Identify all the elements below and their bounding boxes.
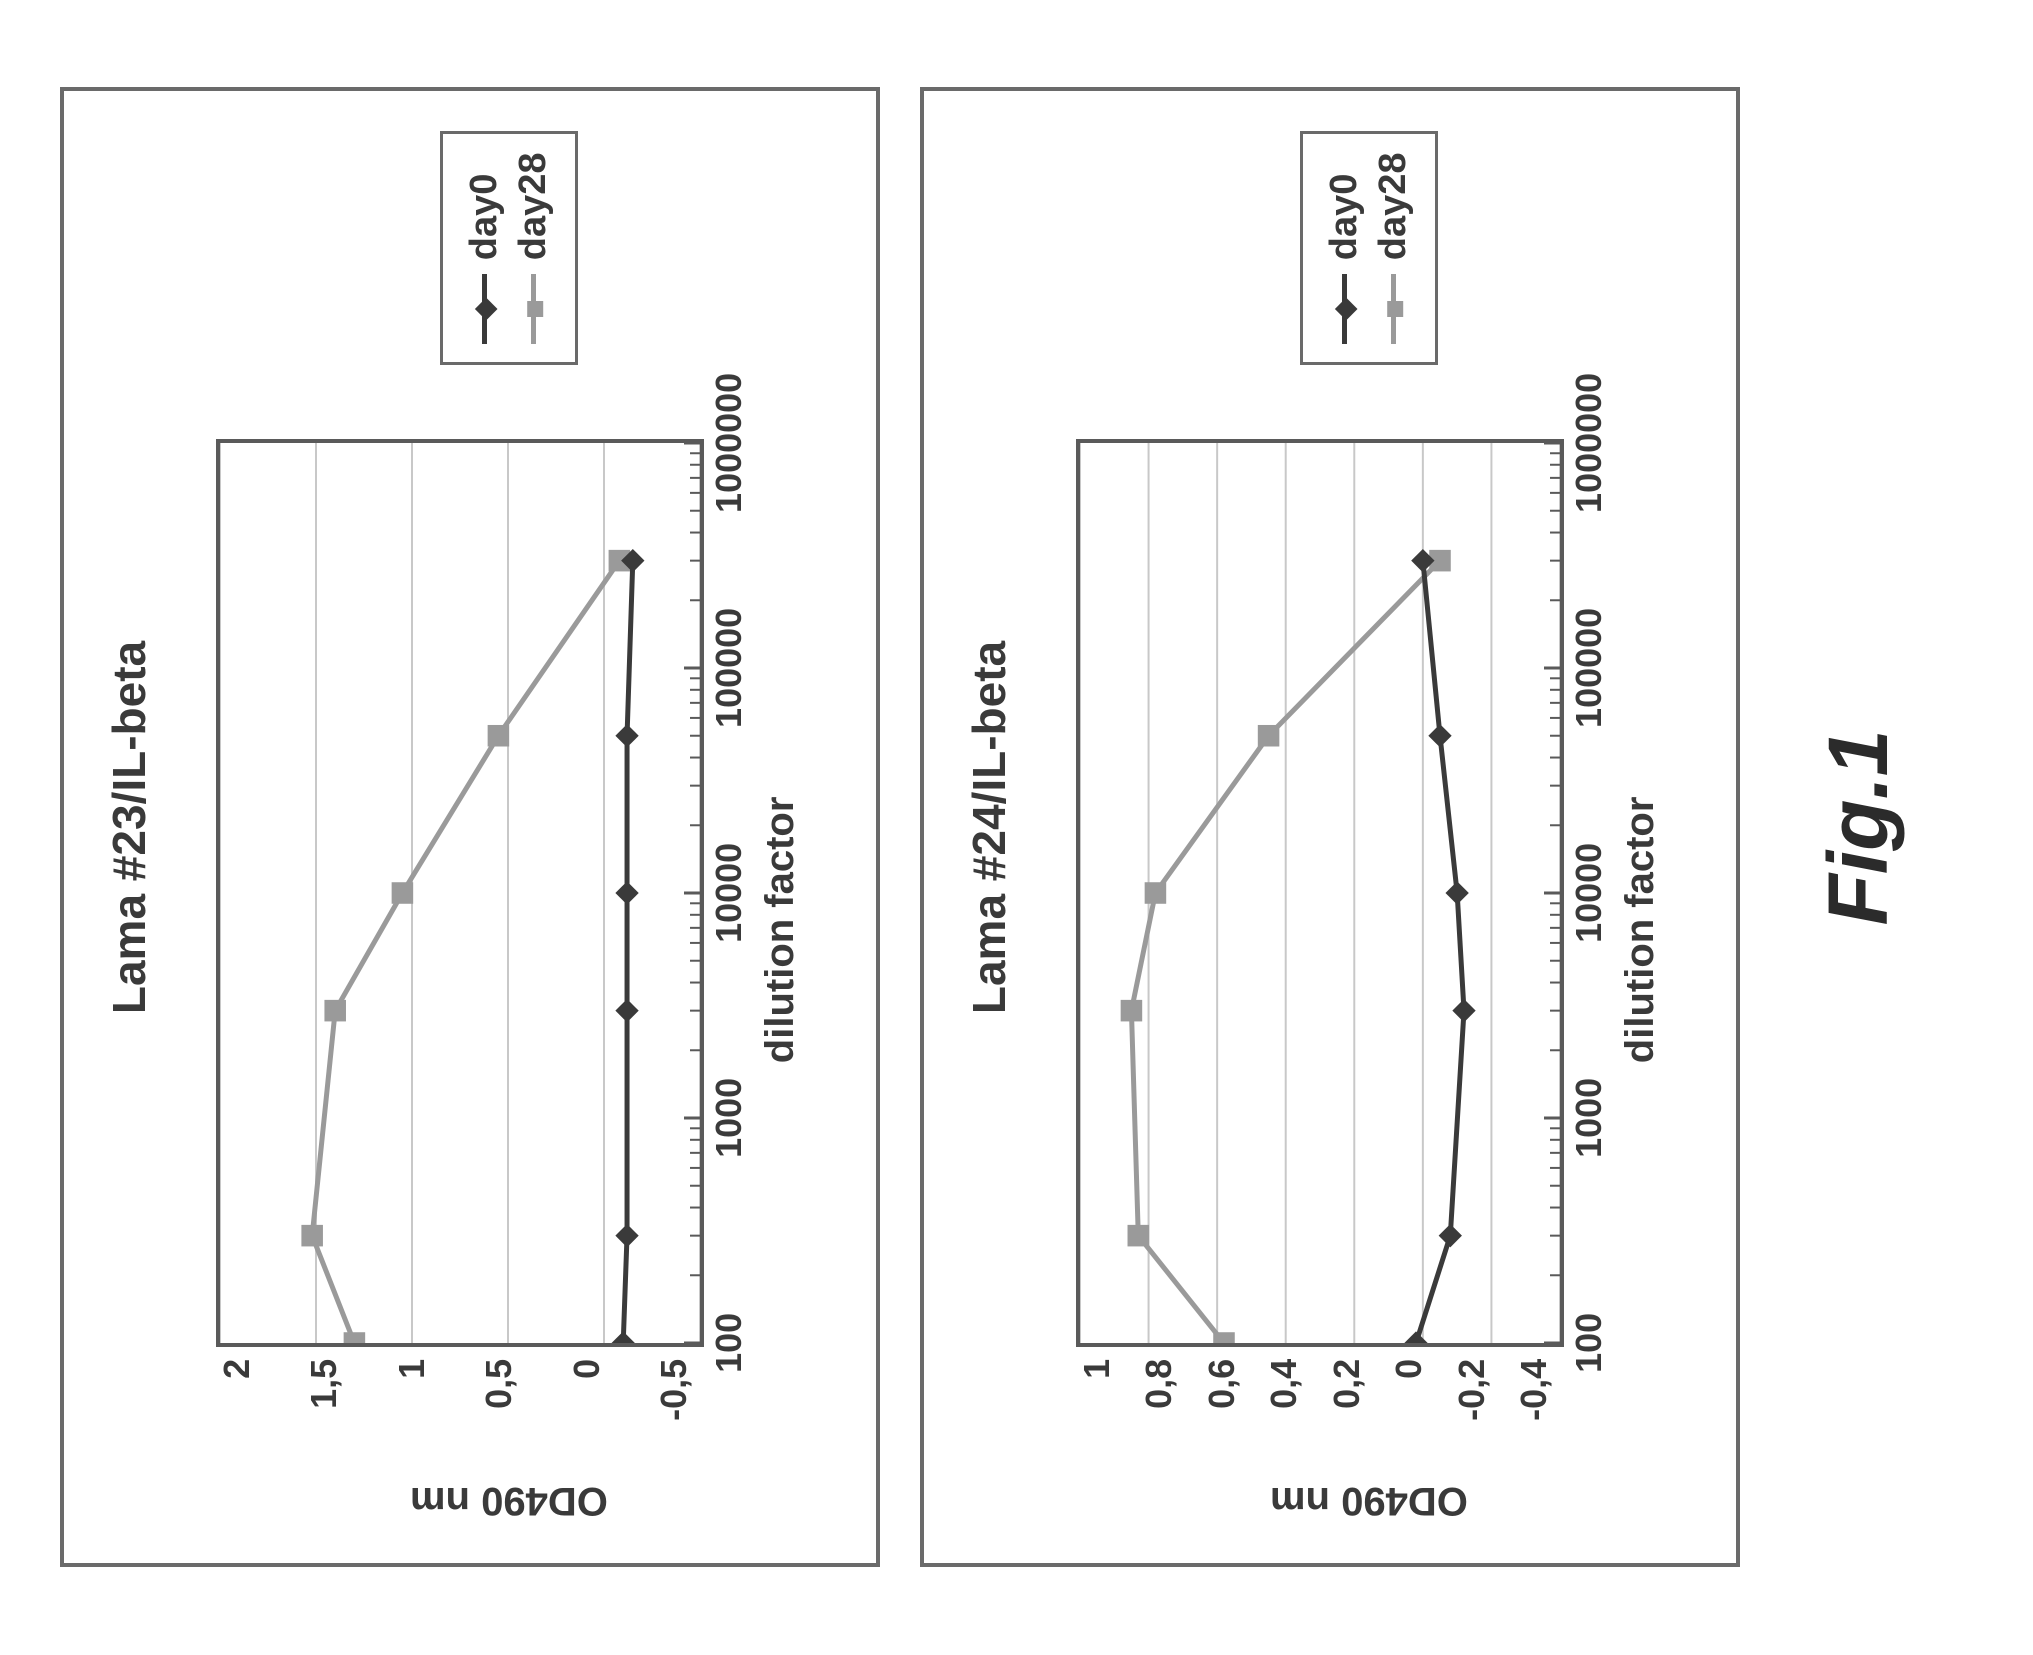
x-tick-label: 100 [1568,1313,1610,1373]
x-tick-label: 10000 [708,843,750,943]
y-tick-labels: 1 0,8 0,6 0,4 0,2 0 -0,2 -0,4 [1076,1347,1556,1421]
legend-line-icon [1342,274,1347,344]
y-tick-label: -0,5 [653,1359,695,1421]
square-marker-icon [527,301,543,317]
y-tick-labels: 2 1,5 1 0,5 0 -0,5 [216,1347,696,1421]
y-tick-label: 0,8 [1138,1359,1180,1409]
plot-wrap: 2 1,5 1 0,5 0 -0,5 [216,439,704,1421]
y-tick-label: 1,5 [303,1359,345,1409]
x-tick-label: 1000000 [708,373,750,513]
y-tick-label: 0 [1388,1359,1430,1379]
legend-item: day28 [512,153,555,345]
x-axis-label: dilution factor [1618,797,1663,1064]
legend-label: day0 [1323,174,1366,261]
legend: day0day28 [1300,132,1438,366]
diamond-marker-icon [475,298,498,321]
y-tick-label: 0,6 [1201,1359,1243,1409]
chart-column: 1 0,8 0,6 0,4 0,2 0 -0,2 -0,4 100 1000 10000 10000… [1076,395,1663,1464]
figure-label: Fig.1 [1810,730,1907,926]
y-tick-label: 0,4 [1263,1359,1305,1409]
legend-item: day0 [1323,153,1366,345]
legend-label: day28 [1372,153,1415,261]
chart-panel-lama23: Lama #23/IL-beta OD490 nm 2 1,5 1 0,5 0 -0,5 … [60,88,880,1568]
y-axis-label: OD490 nm [1270,1479,1468,1524]
legend-item: day28 [1372,153,1415,345]
legend-line-icon [1391,274,1396,344]
chart-row: OD490 nm 10,80,60,40,20-0,2-0,4 10010001… [1032,132,1706,1524]
legend: day0day28 [440,132,578,366]
x-tick-label: 100 [708,1313,750,1373]
legend-line-icon [531,274,536,344]
x-tick-label: 10000 [1568,843,1610,943]
y-tick-label: 2 [216,1359,258,1379]
chart-row: OD490 nm 2 1,5 1 0,5 0 -0,5 100 1000 10000 10000… [172,132,846,1524]
legend-label: day0 [463,174,506,261]
y-tick-label: 0 [566,1359,608,1379]
y-tick-label: -0,2 [1451,1359,1493,1421]
x-tick-label: 1000 [1568,1078,1610,1158]
chart-title: Lama #23/IL-beta [102,641,156,1014]
y-tick-label: 0,2 [1326,1359,1368,1409]
square-marker-icon [1387,301,1403,317]
x-axis-label: dilution factor [758,797,803,1064]
diamond-marker-icon [1335,298,1358,321]
plot-area [1076,439,1564,1347]
legend-label: day28 [512,153,555,261]
x-tick-label: 1000000 [1568,373,1610,513]
y-axis-label: OD490 nm [410,1479,608,1524]
y-tick-label: 0,5 [478,1359,520,1409]
legend-item: day0 [463,153,506,345]
plot-area [216,439,704,1347]
plot-wrap: 1 0,8 0,6 0,4 0,2 0 -0,2 -0,4 [1076,439,1564,1421]
chart-title: Lama #24/IL-beta [962,641,1016,1014]
legend-line-icon [482,274,487,344]
x-tick-labels: 1001000100001000001000000 [1564,443,1612,1343]
x-tick-label: 100000 [1568,608,1610,728]
y-tick-label: -0,4 [1513,1359,1555,1421]
x-tick-label: 100000 [708,608,750,728]
chart-panel-lama24: Lama #24/IL-beta OD490 nm 1 0,8 0,6 0,4 0,2 0… [920,88,1740,1568]
chart-column: 21,510,50-0,5 1001000100001000001000000 … [216,395,803,1464]
page: Lama #23/IL-beta OD490 nm 2 1,5 1 0,5 0 -0,5 … [0,0,2033,1655]
x-tick-label: 1000 [708,1078,750,1158]
y-tick-label: 1 [1076,1359,1118,1379]
y-tick-label: 1 [391,1359,433,1379]
x-tick-labels: 1001000100001000001000000 [704,443,752,1343]
figure-rotated-container: Lama #23/IL-beta OD490 nm 2 1,5 1 0,5 0 -0,5 … [0,0,2033,1655]
